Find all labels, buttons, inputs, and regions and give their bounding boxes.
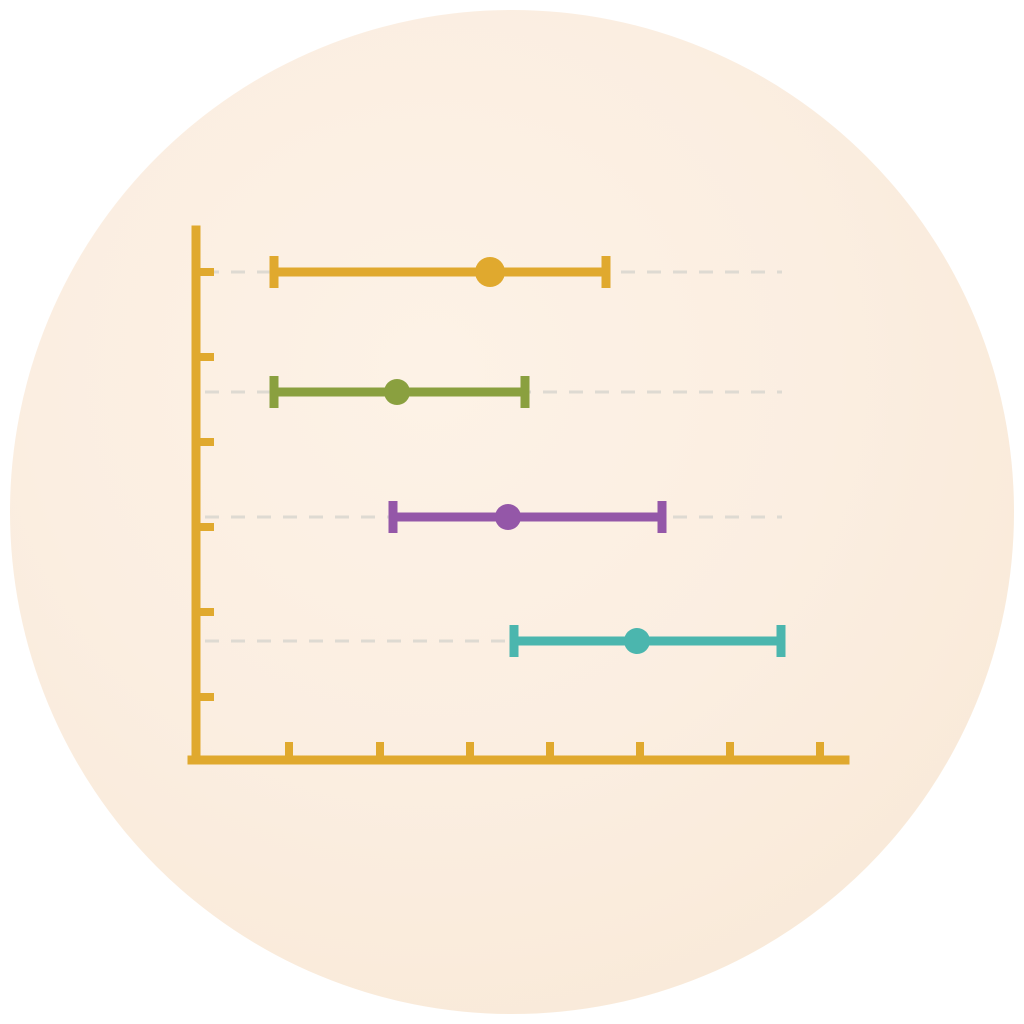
point-marker-series-d[interactable] (624, 628, 650, 654)
gridlines (205, 270, 782, 643)
x-axis-ticks (285, 742, 824, 760)
error-bar-row-series-c[interactable] (388, 501, 667, 533)
axes (187, 225, 850, 765)
error-bar-series (269, 256, 786, 657)
point-marker-series-c[interactable] (495, 504, 521, 530)
error-bar-row-series-a[interactable] (269, 256, 611, 288)
error-bar-row-series-b[interactable] (269, 376, 530, 408)
error-bar-row-series-d[interactable] (509, 625, 786, 657)
y-axis-ticks (196, 268, 214, 701)
point-marker-series-a[interactable] (475, 257, 505, 287)
point-marker-series-b[interactable] (384, 379, 410, 405)
